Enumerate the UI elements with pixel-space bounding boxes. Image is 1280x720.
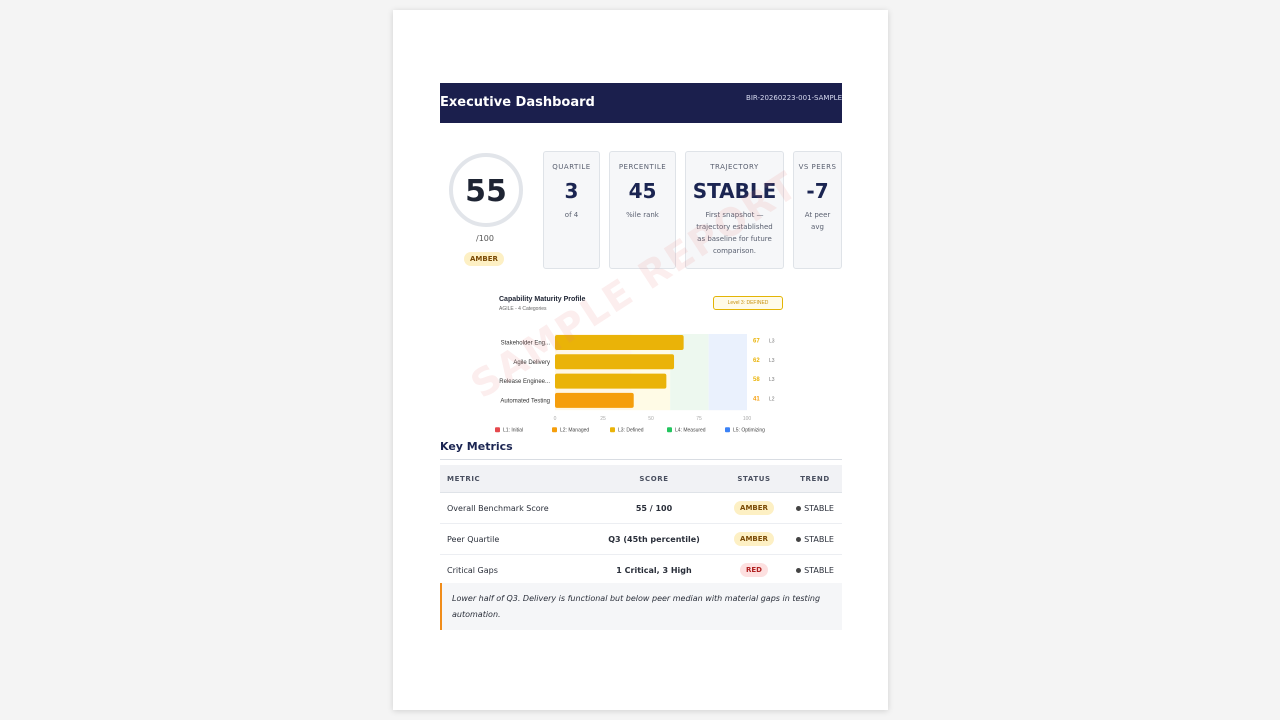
metric-trend-cell: STABLE <box>788 523 842 555</box>
legend-label: L2: Managed <box>560 428 589 434</box>
category-label: Agile Delivery <box>513 360 550 366</box>
key-metrics-table: METRIC SCORE STATUS TREND Overall Benchm… <box>440 465 842 586</box>
vs-peers-card: VS PEERS -7 At peer avg <box>793 151 842 269</box>
level-label: L2 <box>769 396 775 402</box>
trajectory-card: TRAJECTORY STABLE First snapshot — traje… <box>685 151 784 269</box>
legend-swatch <box>610 427 615 433</box>
trend-dot-icon <box>796 505 802 511</box>
score-status-badge: AMBER <box>464 252 504 266</box>
bar <box>555 354 675 370</box>
level-label: L3 <box>769 358 775 364</box>
legend-label: L1: Initial <box>503 428 523 434</box>
status-badge: AMBER <box>734 501 774 515</box>
value-label: 62 <box>753 358 760 364</box>
trend-label: STABLE <box>804 503 834 513</box>
category-label: Stakeholder Eng... <box>501 341 551 347</box>
metric-status-cell: AMBER <box>720 523 788 555</box>
vs-peers-label: VS PEERS <box>798 163 837 171</box>
key-metrics-title: Key Metrics <box>440 440 513 453</box>
metric-score: 1 Critical, 3 High <box>588 554 720 586</box>
bar <box>555 335 684 350</box>
report-id: BIR-20260223-001-SAMPLE <box>746 94 842 102</box>
quartile-sub: of 4 <box>564 211 579 219</box>
score-value: 55 <box>465 174 507 209</box>
table-row: Peer Quartile Q3 (45th percentile) AMBER… <box>440 523 842 555</box>
percentile-label: PERCENTILE <box>618 163 667 171</box>
score-max: /100 <box>476 234 494 243</box>
percentile-value: 45 <box>628 179 657 203</box>
level-label: L3 <box>769 339 775 345</box>
report-page: SAMPLE REPORT Executive Dashboard BIR-20… <box>393 10 888 710</box>
header-score: SCORE <box>588 465 720 493</box>
page-title: Executive Dashboard <box>440 95 595 110</box>
maturity-chart-svg: Stakeholder Eng... 67 L3 Agile Delivery 62 L3… <box>495 334 775 434</box>
x-tick-label: 0 <box>554 416 557 422</box>
dashboard-header: Executive Dashboard BIR-20260223-001-SAM… <box>440 83 842 123</box>
x-tick-label: 50 <box>648 416 654 422</box>
metric-status-cell: RED <box>720 554 788 586</box>
metric-trend-cell: STABLE <box>788 492 842 524</box>
metric-score: Q3 (45th percentile) <box>588 523 720 555</box>
chart-subtitle: AGILE - 4 Categories <box>499 306 547 312</box>
status-badge: RED <box>740 563 768 577</box>
summary-callout: Lower half of Q3. Delivery is functional… <box>440 583 842 630</box>
vs-peers-value: -7 <box>806 179 829 203</box>
x-tick-label: 25 <box>600 416 606 422</box>
quartile-value: 3 <box>564 179 579 203</box>
table-row: Overall Benchmark Score 55 / 100 AMBER S… <box>440 492 842 524</box>
trajectory-sub: First snapshot — trajectory established … <box>696 211 773 255</box>
legend-label: L4: Measured <box>675 428 706 434</box>
metric-name: Critical Gaps <box>440 554 588 586</box>
level-label: L3 <box>769 377 775 383</box>
trend-label: STABLE <box>804 565 834 575</box>
legend-swatch <box>552 427 557 433</box>
value-label: 67 <box>753 339 760 345</box>
bar <box>555 373 667 389</box>
metric-status-cell: AMBER <box>720 492 788 524</box>
metric-name: Peer Quartile <box>440 523 588 555</box>
header-trend: TREND <box>788 465 842 493</box>
metric-score: 55 / 100 <box>588 492 720 524</box>
maturity-chart: Stakeholder Eng... 67 L3 Agile Delivery 62 L3… <box>488 293 788 443</box>
quartile-label: QUARTILE <box>552 163 591 171</box>
category-label: Automated Testing <box>500 398 550 404</box>
status-badge: AMBER <box>734 532 774 546</box>
percentile-card: PERCENTILE 45 %ile rank <box>609 151 676 269</box>
header-metric: METRIC <box>440 465 588 493</box>
trend-dot-icon <box>796 536 802 542</box>
value-label: 58 <box>753 377 760 383</box>
maturity-zone-band <box>708 334 747 411</box>
trajectory-label: TRAJECTORY <box>710 163 759 171</box>
metric-trend-cell: STABLE <box>788 554 842 586</box>
trend-dot-icon <box>796 567 802 573</box>
trend-label: STABLE <box>804 534 834 544</box>
table-row: Critical Gaps 1 Critical, 3 High RED STA… <box>440 554 842 586</box>
legend-swatch <box>667 427 672 433</box>
section-divider <box>440 459 842 460</box>
bar <box>555 392 634 408</box>
chart-title: Capability Maturity Profile <box>499 296 586 303</box>
quartile-card: QUARTILE 3 of 4 <box>543 151 600 269</box>
legend-label: L5: Optimizing <box>733 428 765 434</box>
vs-peers-sub: At peer avg <box>804 211 831 231</box>
trajectory-value: STABLE <box>692 179 777 203</box>
maturity-level-badge: Level 3: DEFINED <box>713 296 783 310</box>
metric-name: Overall Benchmark Score <box>440 492 588 524</box>
category-label: Release Enginee... <box>499 379 550 385</box>
value-label: 41 <box>753 396 760 402</box>
header-status: STATUS <box>720 465 788 493</box>
legend-swatch <box>725 427 730 433</box>
x-tick-label: 100 <box>743 416 752 422</box>
x-tick-label: 75 <box>696 416 702 422</box>
score-gauge: 55 <box>449 153 523 227</box>
legend-swatch <box>495 427 500 433</box>
legend-label: L3: Defined <box>618 428 644 434</box>
percentile-sub: %ile rank <box>626 211 659 219</box>
table-header-row: METRIC SCORE STATUS TREND <box>440 465 842 493</box>
